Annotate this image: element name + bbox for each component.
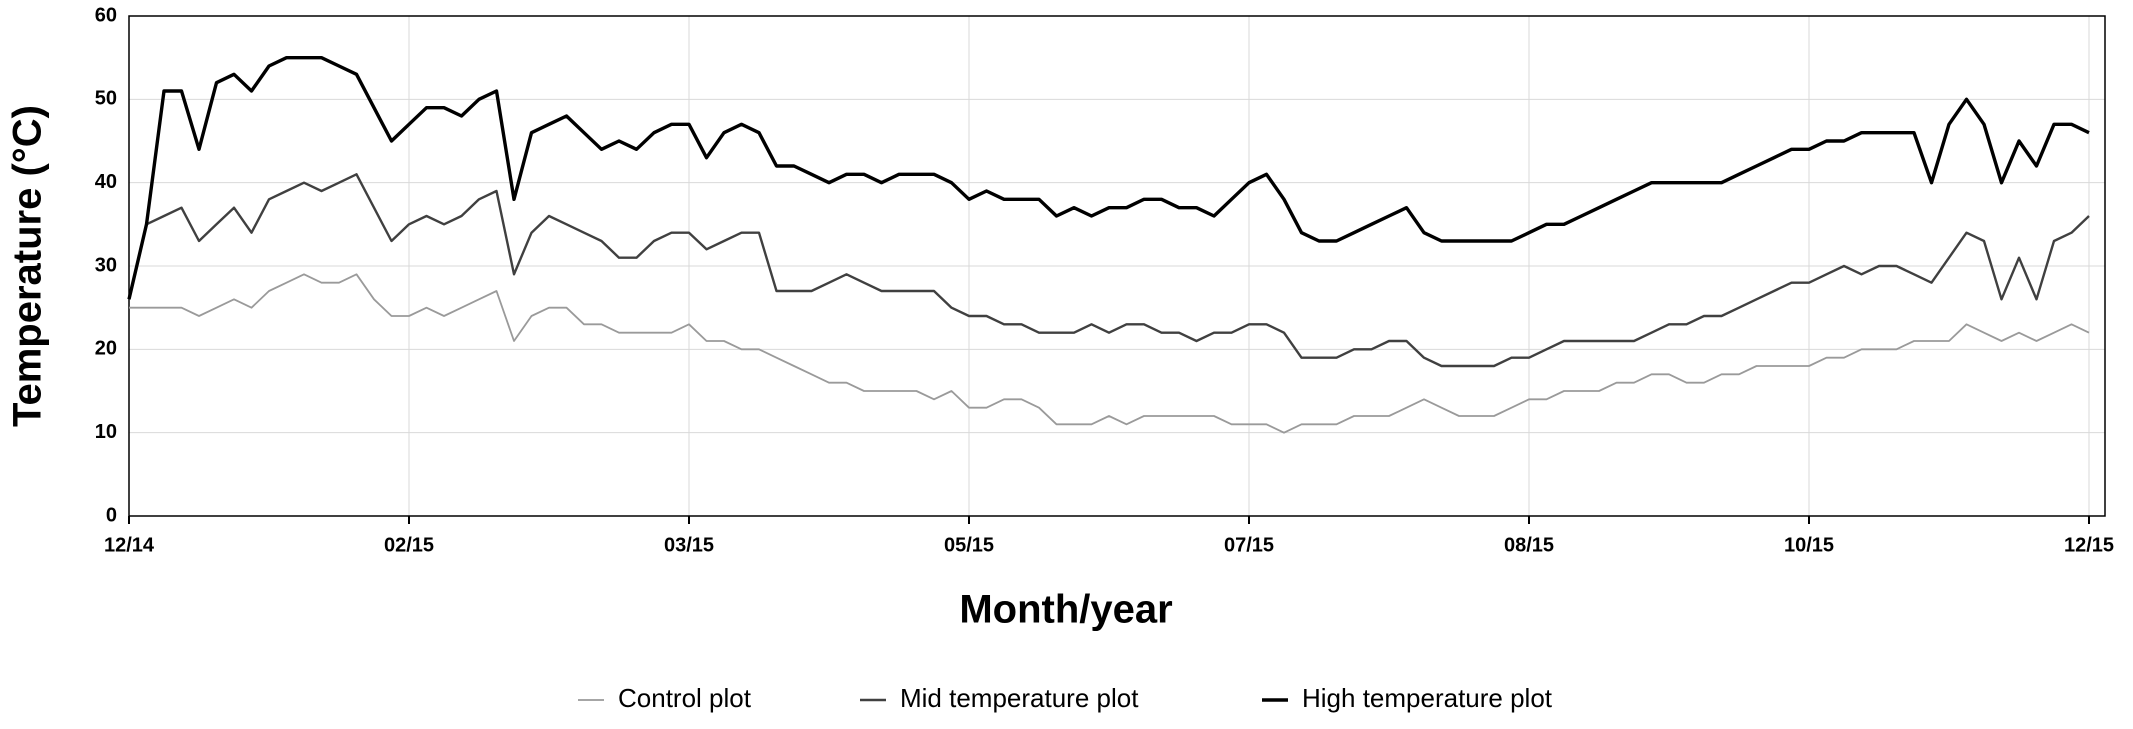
series-line bbox=[129, 273, 2090, 434]
y-tick-label: 40 bbox=[95, 171, 117, 193]
series-line bbox=[127, 173, 2090, 368]
x-axis-title: Month/year bbox=[959, 588, 1172, 632]
y-axis-title: Temperature (°C) bbox=[6, 105, 50, 427]
x-tick-label: 08/15 bbox=[1504, 534, 1554, 556]
x-tick-label: 12/15 bbox=[2064, 534, 2114, 556]
y-tick-label: 60 bbox=[95, 4, 117, 26]
x-tick-label: 05/15 bbox=[944, 534, 994, 556]
x-tick-label: 03/15 bbox=[664, 534, 714, 556]
y-tick-label: 20 bbox=[95, 338, 117, 360]
x-tick-label: 07/15 bbox=[1224, 534, 1274, 556]
plot-frame bbox=[128, 15, 2106, 517]
x-tick-label: 02/15 bbox=[384, 534, 434, 556]
x-tick-label: 12/14 bbox=[104, 534, 155, 556]
y-tick-label: 50 bbox=[95, 88, 117, 110]
legend-label: Mid temperature plot bbox=[900, 683, 1139, 713]
series-line bbox=[127, 56, 2090, 300]
y-tick-label: 0 bbox=[106, 504, 117, 526]
x-tick-label: 10/15 bbox=[1784, 534, 1834, 556]
legend-label: High temperature plot bbox=[1302, 683, 1553, 713]
y-tick-label: 30 bbox=[95, 254, 117, 276]
y-tick-label: 10 bbox=[95, 421, 117, 443]
legend-label: Control plot bbox=[618, 683, 752, 713]
